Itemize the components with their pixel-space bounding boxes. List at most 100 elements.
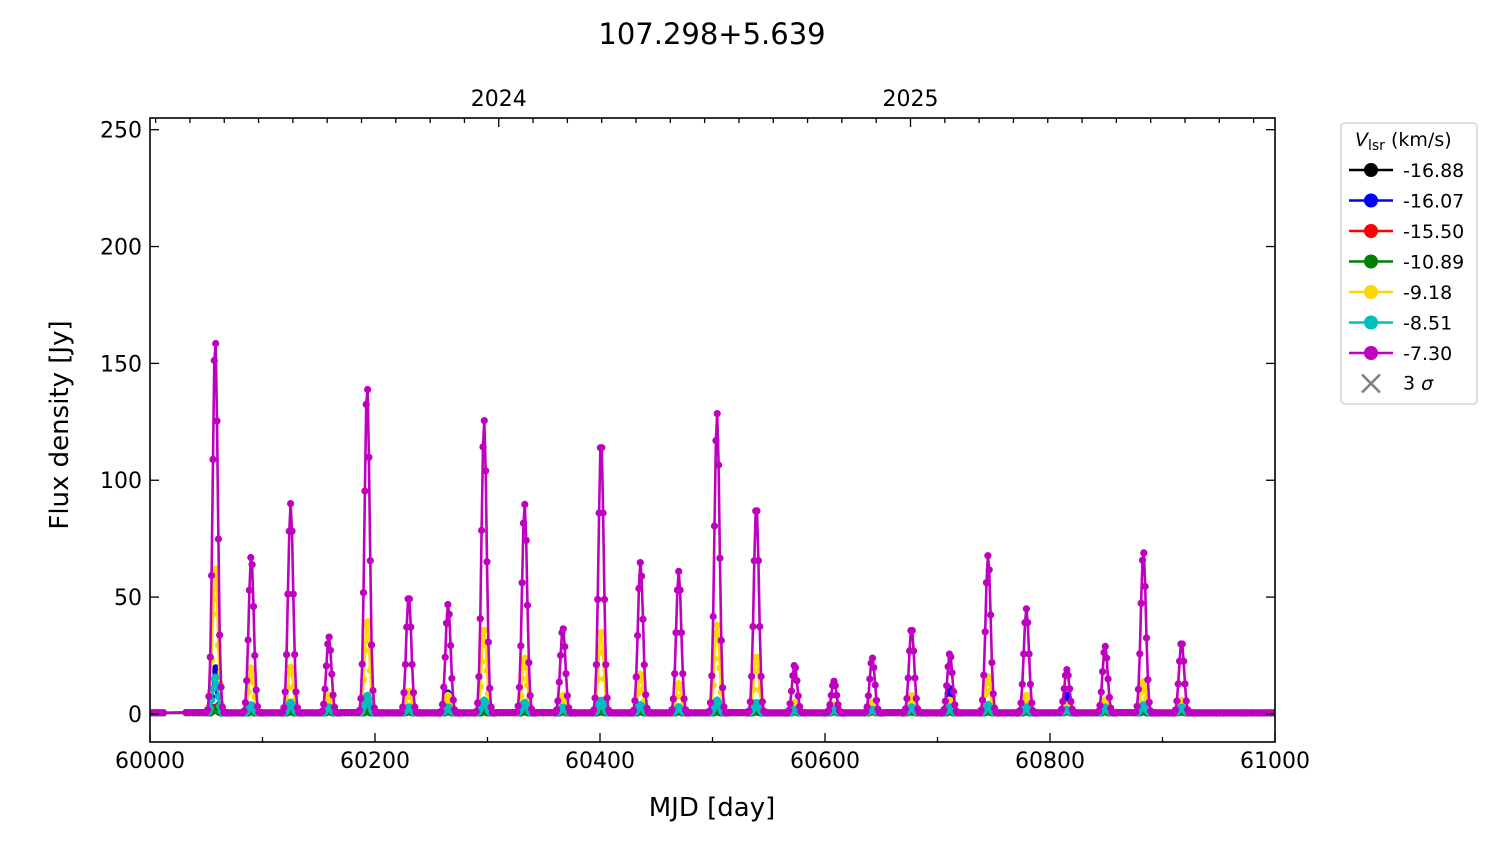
data-point — [1024, 694, 1032, 702]
data-point — [1141, 684, 1149, 693]
data-point — [1483, 709, 1490, 716]
data-point — [1436, 709, 1443, 716]
data-point — [1301, 709, 1308, 716]
data-point — [1483, 709, 1490, 716]
data-point — [1341, 709, 1348, 716]
data-point — [1436, 709, 1443, 716]
data-point — [1287, 709, 1294, 716]
data-point — [1321, 709, 1328, 716]
data-point — [1392, 709, 1399, 716]
data-point — [1328, 709, 1335, 716]
data-point — [1446, 709, 1453, 716]
data-point — [1382, 709, 1389, 716]
data-point — [1460, 709, 1467, 716]
data-point — [1470, 709, 1477, 716]
data-point — [1443, 709, 1450, 716]
data-point — [1463, 709, 1470, 716]
data-point — [1460, 709, 1467, 716]
data-point — [1460, 709, 1467, 716]
data-point — [1355, 709, 1362, 716]
data-point — [1338, 709, 1345, 716]
data-point — [1476, 709, 1483, 716]
data-point — [1358, 709, 1365, 716]
data-point — [1443, 709, 1450, 716]
data-point — [1281, 709, 1288, 716]
data-point — [1476, 709, 1483, 716]
data-point — [1358, 709, 1365, 716]
data-point — [1490, 709, 1497, 716]
data-point — [1352, 709, 1359, 716]
data-point — [1355, 709, 1362, 716]
data-point — [1429, 709, 1436, 716]
data-point — [1335, 709, 1342, 716]
data-point — [1314, 709, 1321, 716]
data-point — [1402, 709, 1409, 716]
data-point — [1456, 709, 1463, 716]
data-point — [1348, 709, 1355, 716]
data-point — [1328, 709, 1335, 716]
data-point — [1392, 709, 1399, 716]
data-point — [1284, 709, 1291, 716]
data-point — [1416, 709, 1423, 716]
data-point — [1429, 709, 1436, 716]
data-point — [1487, 709, 1494, 716]
data-point — [1419, 709, 1426, 716]
data-point — [713, 621, 721, 630]
data-point — [1443, 709, 1450, 716]
data-point — [1331, 709, 1338, 716]
data-point — [1389, 709, 1396, 716]
data-point — [1493, 709, 1500, 716]
data-point — [1281, 709, 1288, 716]
data-point — [214, 693, 222, 701]
data-point — [1409, 709, 1416, 716]
data-point — [1436, 709, 1443, 716]
data-point — [1284, 709, 1291, 716]
data-point — [1399, 709, 1406, 716]
data-point — [1348, 709, 1355, 716]
data-point — [1470, 709, 1477, 716]
data-point — [1362, 709, 1369, 716]
data-point — [212, 664, 220, 672]
data-point — [1308, 709, 1315, 716]
data-point — [1466, 709, 1473, 716]
data-point — [1372, 709, 1379, 716]
data-point — [1379, 709, 1386, 716]
data-point — [1382, 709, 1389, 716]
data-point — [1409, 709, 1416, 716]
data-point — [1473, 709, 1480, 716]
data-point — [1348, 709, 1355, 716]
data-point — [1395, 709, 1402, 716]
data-point — [1304, 709, 1311, 716]
data-point — [1277, 709, 1284, 716]
data-point — [1389, 709, 1396, 716]
data-point — [1382, 709, 1389, 716]
data-point — [1301, 709, 1308, 716]
data-point — [1375, 709, 1382, 716]
data-point — [1287, 709, 1294, 716]
data-point — [1335, 709, 1342, 716]
data-point — [1433, 709, 1440, 716]
data-point — [1281, 709, 1288, 716]
data-point — [1345, 709, 1352, 716]
data-point — [1318, 709, 1325, 716]
data-point — [1368, 709, 1375, 716]
data-point — [1497, 709, 1500, 716]
data-point — [1416, 709, 1423, 716]
data-point — [1314, 709, 1321, 716]
data-point — [1287, 709, 1294, 716]
data-point — [1439, 709, 1446, 716]
data-point — [1402, 709, 1409, 716]
chart-title: 107.298+5.639 — [598, 17, 825, 51]
data-point — [1335, 709, 1342, 716]
data-point — [1379, 709, 1386, 716]
data-point — [1385, 709, 1392, 716]
data-point — [1412, 709, 1419, 716]
series-line-5 — [152, 675, 1275, 715]
data-point — [1368, 709, 1375, 716]
data-point — [1308, 709, 1315, 716]
data-point — [1416, 709, 1423, 716]
data-point — [1395, 709, 1402, 716]
data-point — [1348, 709, 1355, 716]
data-point — [1419, 709, 1426, 716]
data-point — [1328, 709, 1335, 716]
